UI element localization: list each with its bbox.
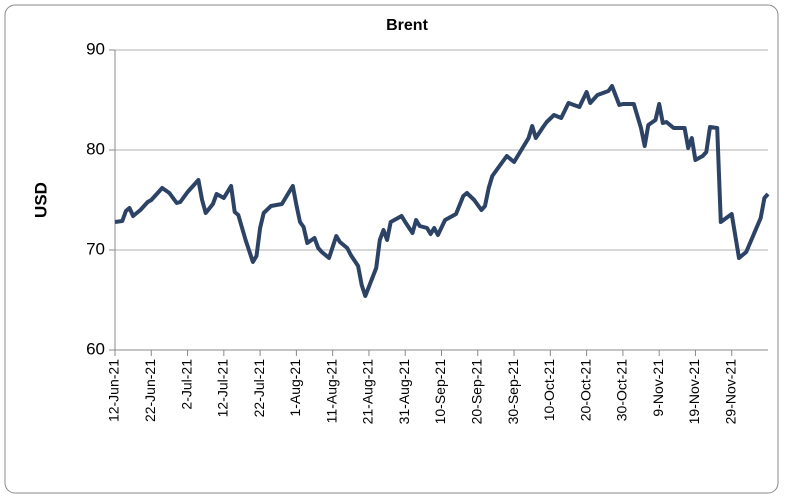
x-tick-label: 9-Nov-21: [650, 359, 666, 417]
x-tick-label: 10-Oct-21: [541, 359, 557, 421]
x-tick-label: 22-Jul-21: [251, 359, 267, 418]
y-tick-label: 70: [86, 239, 105, 258]
x-tick-label: 31-Aug-21: [396, 359, 412, 425]
x-tick-label: 2-Jul-21: [178, 359, 194, 410]
x-tick-label: 21-Aug-21: [360, 359, 376, 425]
y-tick-label: 90: [86, 39, 105, 58]
x-tick-label: 30-Sep-21: [505, 359, 521, 425]
x-tick-label: 20-Oct-21: [577, 359, 593, 421]
x-tick-label: 20-Sep-21: [468, 359, 484, 425]
x-tick-label: 12-Jun-21: [106, 359, 122, 422]
y-axis-label: USD: [31, 182, 50, 218]
x-tick-label: 12-Jul-21: [215, 359, 231, 418]
x-tick-label: 30-Oct-21: [614, 359, 630, 421]
chart-title: Brent: [386, 17, 428, 34]
line: [114, 84, 770, 298]
y-tick-label: 60: [86, 339, 105, 358]
chart-border: [4, 4, 779, 494]
y-tick-label: 80: [86, 139, 105, 158]
x-tick-label: 11-Aug-21: [323, 359, 339, 424]
x-tick-label: 10-Sep-21: [432, 359, 448, 425]
x-tick-label: 22-Jun-21: [142, 359, 158, 422]
x-tick-label: 1-Aug-21: [287, 359, 303, 417]
x-tick-label: 19-Nov-21: [686, 359, 702, 425]
x-tick-label: 29-Nov-21: [722, 359, 738, 425]
